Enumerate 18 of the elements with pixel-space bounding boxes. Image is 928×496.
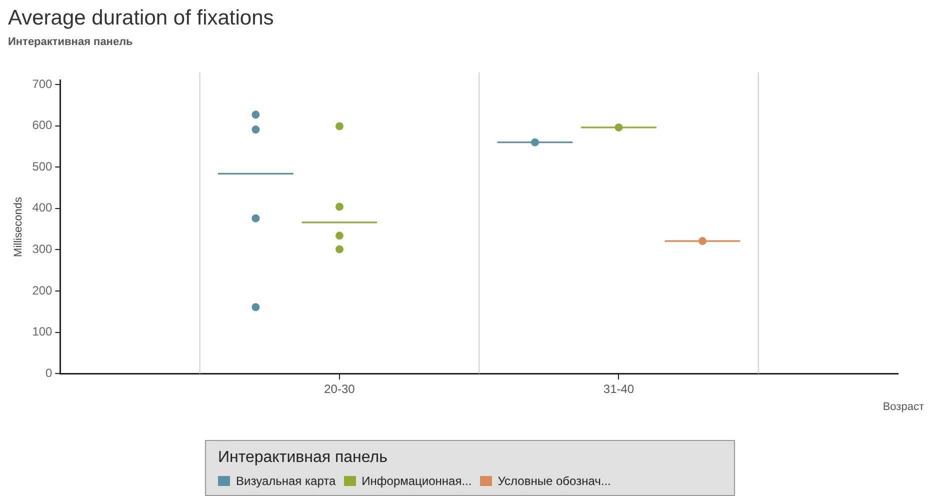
y-tick-label: 400	[32, 200, 53, 215]
y-tick-label: 0	[46, 366, 53, 380]
legend-title: Интерактивная панель	[218, 449, 388, 467]
y-tick-label: 300	[32, 242, 53, 256]
legend-label: Условные обознач...	[496, 474, 611, 488]
legend-label: Информационная...	[360, 474, 472, 488]
chart-subtitle: Интерактивная панель	[8, 36, 134, 48]
y-tick-label: 200	[32, 283, 53, 298]
y-tick-label: 100	[32, 324, 53, 339]
y-tick-label: 600	[32, 118, 53, 132]
x-axis-title: Возраст	[882, 401, 924, 413]
x-tick-label: 31-40	[603, 382, 634, 396]
legend-label: Визуальная карта	[235, 474, 336, 488]
chart-title: Average duration of fixations	[8, 6, 274, 30]
x-tick-label: 20-30	[324, 382, 356, 396]
y-tick-label: 700	[32, 76, 53, 91]
y-tick-label: 500	[32, 159, 53, 174]
y-axis-title: Milliseconds	[12, 196, 25, 257]
